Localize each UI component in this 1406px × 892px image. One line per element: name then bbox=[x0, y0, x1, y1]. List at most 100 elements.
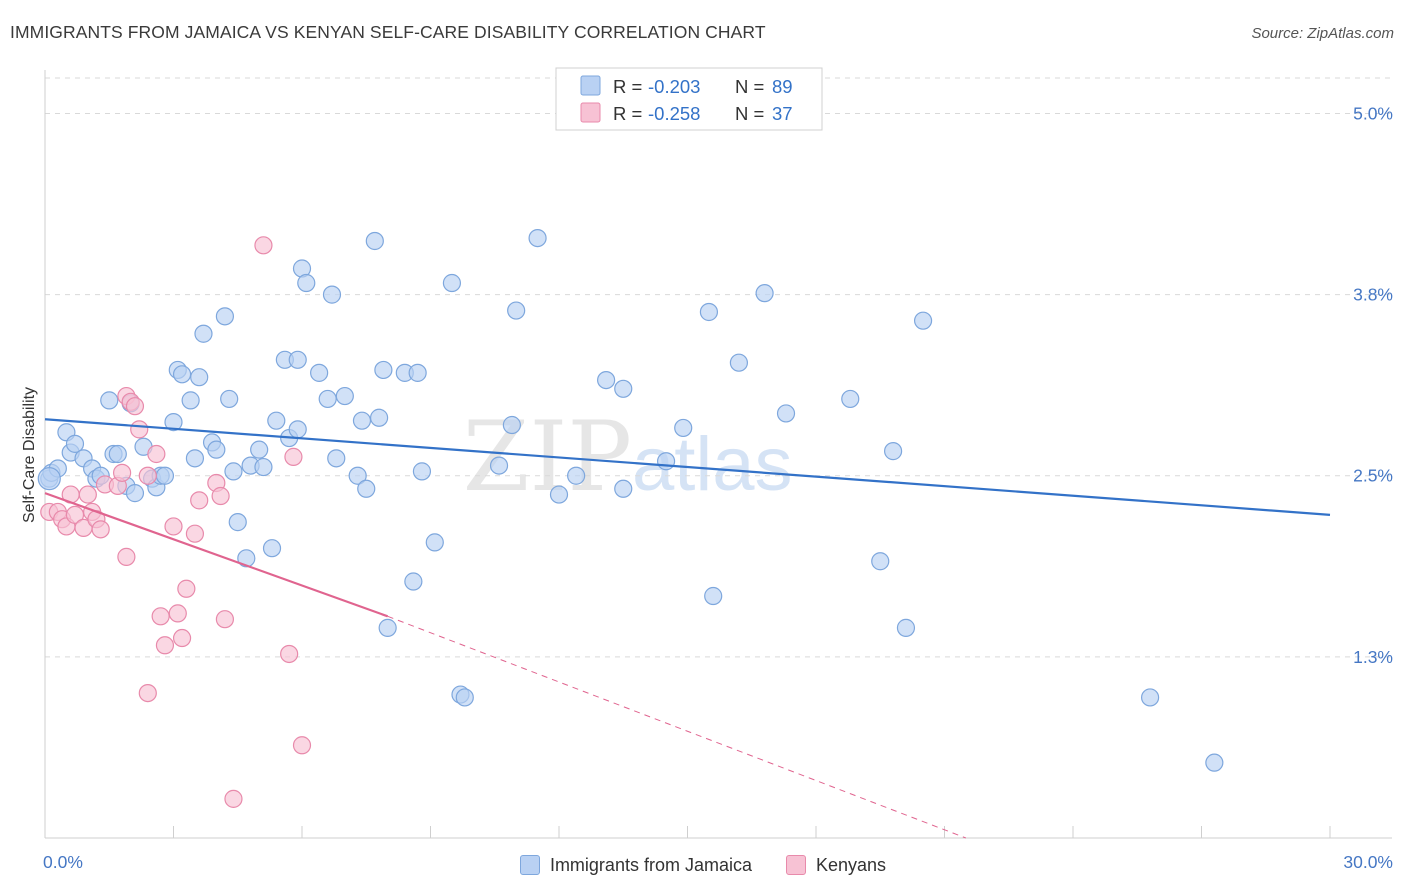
legend-n-value-jamaica: 89 bbox=[772, 76, 793, 97]
point-jamaica bbox=[507, 301, 526, 320]
point-jamaica bbox=[357, 479, 376, 498]
y-tick-label: 2.5% bbox=[1353, 466, 1393, 486]
point-kenyans bbox=[215, 610, 234, 629]
point-kenyans bbox=[112, 463, 132, 482]
axes bbox=[44, 70, 1392, 839]
point-jamaica bbox=[215, 307, 234, 326]
point-jamaica bbox=[378, 618, 397, 637]
x-tick-label-min: 0.0% bbox=[43, 852, 83, 872]
point-kenyans bbox=[190, 491, 209, 510]
point-jamaica bbox=[185, 449, 205, 468]
point-jamaica bbox=[883, 442, 903, 461]
trend-line-jamaica bbox=[44, 418, 1331, 516]
point-kenyans bbox=[292, 736, 312, 755]
point-kenyans bbox=[138, 466, 157, 485]
y-axis-label: Self-Care Disability bbox=[21, 387, 38, 523]
point-kenyans bbox=[224, 789, 243, 808]
point-kenyans bbox=[151, 607, 170, 626]
point-jamaica bbox=[408, 363, 427, 382]
point-jamaica bbox=[374, 360, 393, 380]
legend-item-jamaica: Immigrants from Jamaica bbox=[519, 855, 752, 876]
point-jamaica bbox=[425, 533, 444, 552]
point-jamaica bbox=[327, 449, 346, 468]
legend-swatch-jamaica-bottom bbox=[519, 855, 540, 875]
point-jamaica bbox=[194, 324, 213, 343]
legend-r-label-kenyans: R = bbox=[613, 103, 642, 124]
point-kenyans bbox=[91, 520, 110, 539]
point-jamaica bbox=[237, 549, 256, 568]
point-jamaica bbox=[656, 452, 676, 471]
point-jamaica bbox=[318, 389, 337, 409]
watermark: ZIP atlas bbox=[463, 401, 793, 513]
point-jamaica-cluster bbox=[37, 467, 61, 491]
point-jamaica bbox=[1140, 688, 1160, 707]
point-kenyans bbox=[280, 644, 299, 664]
legend-n-value-kenyans: 37 bbox=[772, 103, 793, 124]
legend-label-kenyans: Kenyans bbox=[815, 854, 887, 875]
point-jamaica bbox=[155, 466, 175, 485]
point-jamaica bbox=[528, 228, 547, 248]
point-jamaica bbox=[1205, 753, 1224, 772]
point-jamaica bbox=[335, 386, 354, 406]
chart-title: IMMIGRANTS FROM JAMAICA VS KENYAN SELF-C… bbox=[10, 22, 766, 42]
legend-swatch-jamaica bbox=[580, 75, 601, 96]
point-jamaica bbox=[108, 444, 127, 464]
point-jamaica bbox=[172, 365, 192, 384]
point-jamaica bbox=[699, 302, 719, 322]
series-legend: Immigrants from Jamaica Kenyans bbox=[0, 852, 1406, 878]
point-jamaica bbox=[776, 404, 796, 423]
point-jamaica bbox=[614, 379, 633, 398]
trend-line-kenyans bbox=[44, 492, 389, 618]
point-kenyans bbox=[125, 397, 145, 416]
trend-lines bbox=[44, 418, 1331, 839]
point-jamaica bbox=[181, 391, 200, 410]
x-axis-ticks bbox=[44, 826, 1331, 838]
point-jamaica bbox=[567, 466, 586, 485]
legend-r-value-jamaica: -0.203 bbox=[648, 76, 700, 97]
point-kenyans bbox=[65, 505, 85, 524]
point-jamaica bbox=[352, 411, 372, 430]
point-kenyans bbox=[284, 447, 303, 466]
y-tick-label: 5.0% bbox=[1353, 103, 1393, 123]
point-kenyans bbox=[117, 547, 136, 566]
point-kenyans bbox=[254, 236, 273, 255]
trend-line-kenyans-extension bbox=[387, 615, 967, 839]
point-jamaica bbox=[370, 408, 389, 427]
point-jamaica bbox=[365, 231, 384, 251]
legend-r-label-jamaica: R = bbox=[613, 76, 642, 97]
point-kenyans bbox=[185, 524, 205, 543]
legend-swatch-kenyans-bottom bbox=[785, 855, 806, 875]
point-jamaica bbox=[228, 513, 247, 532]
point-kenyans bbox=[78, 485, 97, 504]
y-tick-label: 3.8% bbox=[1353, 285, 1393, 305]
point-jamaica bbox=[871, 552, 890, 571]
point-jamaica bbox=[455, 688, 474, 707]
point-kenyans bbox=[172, 628, 192, 648]
point-kenyans bbox=[164, 517, 183, 536]
series-kenyans-points bbox=[40, 236, 312, 808]
point-jamaica bbox=[597, 370, 616, 390]
legend-n-label-jamaica: N = bbox=[735, 76, 764, 97]
legend-r-value-kenyans: -0.258 bbox=[648, 103, 700, 124]
point-jamaica bbox=[502, 415, 521, 435]
point-jamaica bbox=[254, 457, 273, 477]
x-tick-label-max: 30.0% bbox=[1343, 852, 1393, 872]
point-jamaica bbox=[65, 434, 85, 453]
point-kenyans bbox=[147, 444, 166, 464]
point-jamaica bbox=[404, 572, 423, 591]
point-jamaica bbox=[755, 284, 774, 303]
legend-swatch-kenyans bbox=[580, 102, 601, 123]
legend-n-label-kenyans: N = bbox=[735, 103, 764, 124]
point-jamaica bbox=[322, 285, 342, 304]
x-axis-tick-labels: 0.0% 30.0% bbox=[43, 852, 1393, 872]
point-jamaica bbox=[348, 466, 367, 485]
series-jamaica-points bbox=[37, 228, 1224, 772]
y-axis-tick-labels: 1.3% 2.5% 3.8% 5.0% bbox=[1353, 103, 1393, 666]
point-jamaica bbox=[267, 411, 286, 430]
point-jamaica bbox=[288, 350, 307, 369]
point-kenyans bbox=[211, 486, 230, 506]
point-jamaica bbox=[310, 363, 329, 382]
source-credit: Source: ZipAtlas.com bbox=[1251, 25, 1394, 42]
point-kenyans bbox=[138, 683, 157, 703]
